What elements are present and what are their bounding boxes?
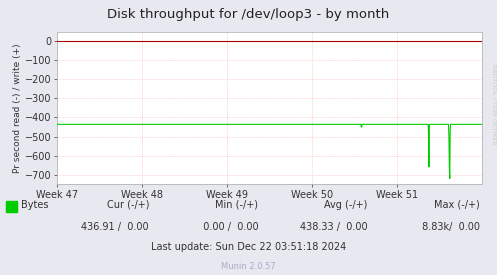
Text: Disk throughput for /dev/loop3 - by month: Disk throughput for /dev/loop3 - by mont… (107, 8, 390, 21)
Text: Avg (-/+): Avg (-/+) (325, 200, 368, 210)
Text: 0.00 /  0.00: 0.00 / 0.00 (197, 222, 258, 232)
Text: 438.33 /  0.00: 438.33 / 0.00 (300, 222, 368, 232)
Text: 436.91 /  0.00: 436.91 / 0.00 (82, 222, 149, 232)
Text: Cur (-/+): Cur (-/+) (106, 200, 149, 210)
Y-axis label: Pr second read (-) / write (+): Pr second read (-) / write (+) (13, 43, 22, 173)
Text: Last update: Sun Dec 22 03:51:18 2024: Last update: Sun Dec 22 03:51:18 2024 (151, 243, 346, 252)
Text: Munin 2.0.57: Munin 2.0.57 (221, 262, 276, 271)
Text: Min (-/+): Min (-/+) (215, 200, 258, 210)
Text: Bytes: Bytes (21, 200, 48, 210)
Text: 8.83k/  0.00: 8.83k/ 0.00 (418, 222, 480, 232)
Text: Max (-/+): Max (-/+) (434, 200, 480, 210)
Text: RRDTOOL / TOBI OETIKER: RRDTOOL / TOBI OETIKER (491, 64, 496, 145)
